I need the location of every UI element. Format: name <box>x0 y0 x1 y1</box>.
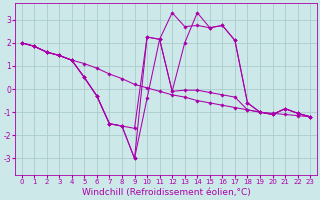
X-axis label: Windchill (Refroidissement éolien,°C): Windchill (Refroidissement éolien,°C) <box>82 188 250 197</box>
